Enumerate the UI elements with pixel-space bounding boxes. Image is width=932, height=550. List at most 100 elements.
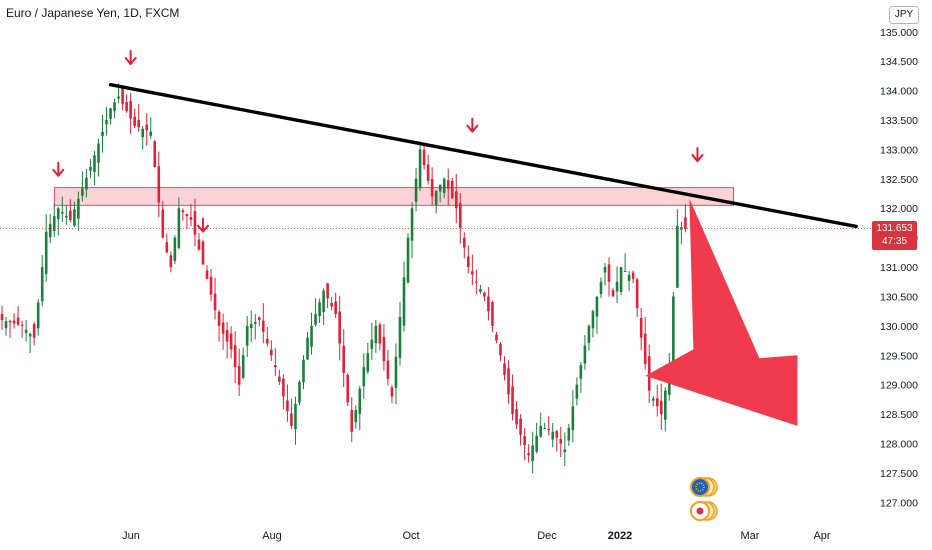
candle-body (410, 208, 414, 241)
candle-body (394, 356, 398, 388)
trendline[interactable] (108, 83, 858, 229)
candle (378, 322, 382, 351)
candle (0, 305, 4, 330)
candle (438, 184, 442, 203)
candle (165, 233, 169, 254)
candle-body (390, 387, 394, 397)
candle-body (213, 293, 217, 311)
candle (169, 251, 173, 273)
candle (595, 296, 599, 334)
candle-body (40, 267, 44, 302)
candle-body (414, 178, 418, 202)
candle (77, 191, 80, 231)
candle-body (56, 208, 60, 220)
candle-body (245, 325, 249, 346)
forecast-down-arrow[interactable] (645, 198, 798, 426)
candle-body (286, 400, 289, 412)
candle (631, 270, 635, 284)
candle-body (93, 155, 96, 172)
candle-body (32, 324, 36, 338)
event-icons[interactable] (690, 477, 718, 521)
candle (101, 114, 104, 153)
candle (523, 427, 526, 461)
candle-body (647, 356, 651, 391)
candle-body (61, 212, 64, 214)
y-tick-label: 133.000 (880, 144, 918, 156)
candle-body (16, 317, 20, 325)
candle-body (555, 430, 559, 438)
y-tick-label: 127.500 (880, 468, 918, 480)
candle (627, 270, 631, 291)
resistance-zone[interactable] (53, 187, 735, 206)
candle (647, 344, 651, 404)
candle (382, 323, 386, 371)
candle (52, 202, 56, 238)
candle (487, 287, 490, 321)
candle (599, 277, 603, 299)
candle-body (266, 338, 269, 344)
candle-body (398, 317, 402, 358)
candle-body (503, 363, 506, 375)
candle (458, 193, 462, 244)
candle-body (241, 355, 245, 378)
candle (639, 307, 643, 351)
candle-body (89, 167, 92, 171)
candle-body (270, 349, 273, 356)
marker-head (466, 124, 479, 133)
candle (185, 213, 189, 230)
candle (274, 348, 277, 377)
candle (245, 316, 249, 358)
candle-body (197, 239, 201, 250)
eu-flag-icon[interactable] (690, 477, 710, 497)
candle (229, 326, 233, 359)
candle-body (81, 188, 84, 196)
candle-body (676, 225, 679, 288)
x-tick-label: 2022 (608, 530, 632, 542)
candle (446, 168, 450, 206)
candle (623, 253, 627, 272)
candle (286, 384, 289, 422)
marker-head (124, 57, 137, 65)
candle-body (28, 333, 32, 337)
candle (121, 86, 124, 111)
candle (32, 321, 36, 346)
y-tick-label: 129.000 (880, 380, 918, 392)
candle (213, 277, 217, 320)
candle (402, 261, 406, 332)
candle-body (639, 317, 643, 338)
candle (4, 316, 8, 336)
candle (430, 167, 434, 206)
candle-body (471, 271, 474, 275)
candle-body (475, 281, 478, 283)
current-price: 131.653 (876, 223, 913, 234)
candle (463, 232, 466, 259)
candle-body (346, 374, 350, 403)
candle-body (422, 149, 426, 166)
candle (56, 206, 60, 236)
candle-body (491, 302, 494, 326)
candle-body (161, 209, 165, 238)
candle (205, 265, 209, 280)
candle (81, 171, 84, 202)
candle-body (121, 87, 124, 104)
candle (611, 287, 615, 297)
candle-body (587, 325, 591, 343)
candle-body (233, 345, 237, 368)
candle (426, 154, 430, 185)
candle-body (563, 449, 567, 453)
candle (294, 396, 297, 445)
candle-body (450, 180, 454, 199)
currency-badge[interactable]: JPY (889, 6, 919, 24)
candle (684, 203, 687, 233)
x-tick-label: Apr (813, 530, 830, 542)
y-tick-label: 131.000 (880, 262, 918, 274)
candle (680, 221, 683, 245)
y-tick-label: 130.000 (880, 321, 918, 333)
candle-body (52, 216, 56, 232)
candle (253, 314, 257, 340)
candle-body (467, 256, 470, 268)
y-tick-label: 133.500 (880, 115, 918, 127)
swing-high-marker (466, 117, 479, 133)
